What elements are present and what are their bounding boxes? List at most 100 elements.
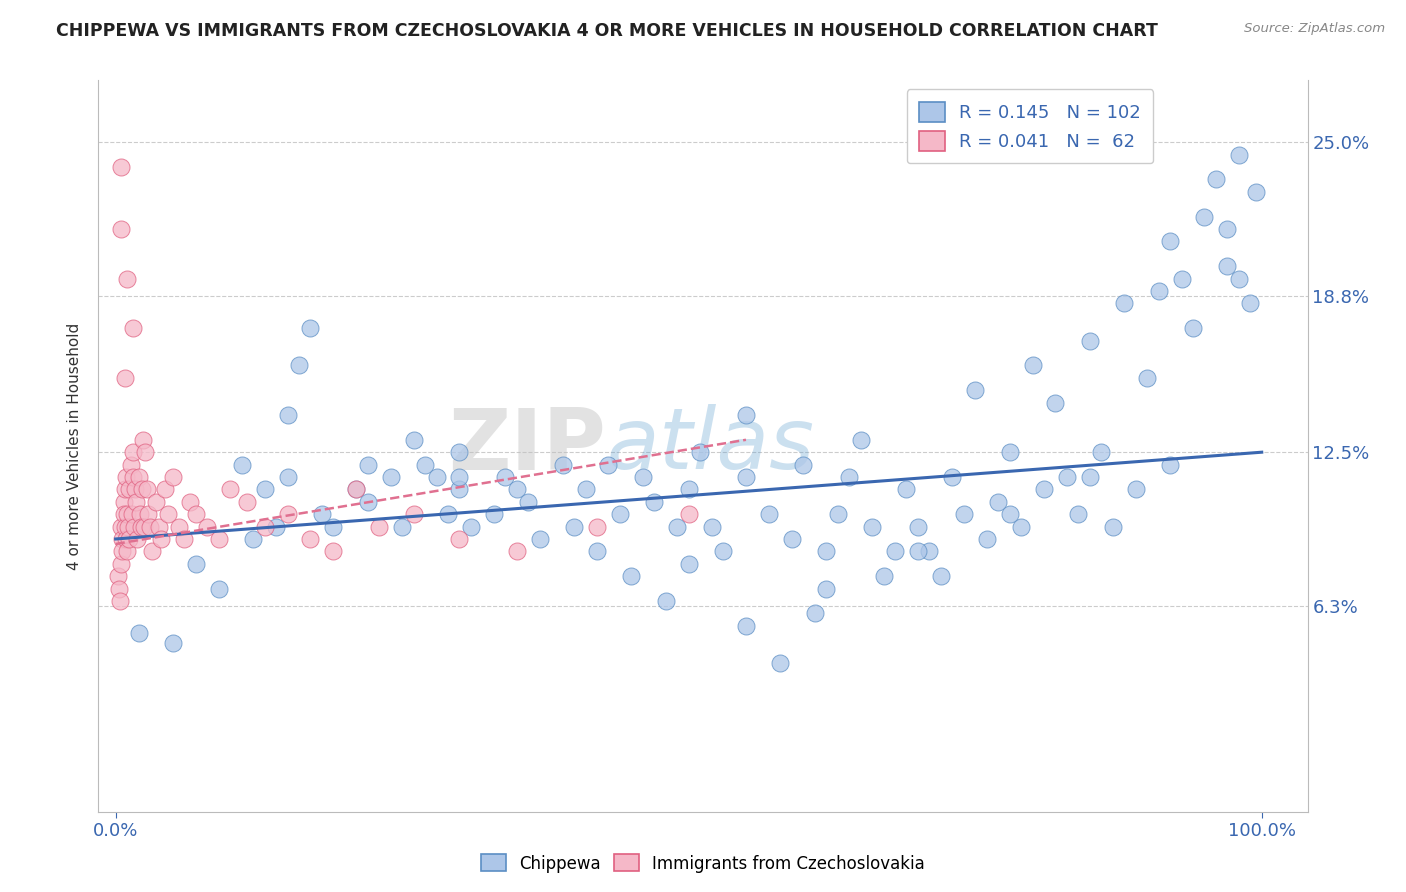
Point xyxy=(121,470,143,484)
Point xyxy=(449,470,471,484)
Point xyxy=(827,507,849,521)
Point xyxy=(111,544,134,558)
Point xyxy=(1125,483,1147,497)
Point xyxy=(609,507,631,521)
Point xyxy=(162,636,184,650)
Point xyxy=(253,519,276,533)
Point xyxy=(1170,271,1192,285)
Point xyxy=(118,483,141,497)
Point xyxy=(482,507,505,521)
Point xyxy=(838,470,860,484)
Point xyxy=(586,544,609,558)
Point xyxy=(139,519,162,533)
Point xyxy=(449,483,471,497)
Point xyxy=(1216,222,1239,236)
Point xyxy=(1033,483,1056,497)
Point xyxy=(529,532,551,546)
Point xyxy=(998,445,1021,459)
Point xyxy=(643,495,665,509)
Point xyxy=(598,458,620,472)
Point xyxy=(1194,210,1216,224)
Point xyxy=(110,519,132,533)
Point xyxy=(1181,321,1204,335)
Point xyxy=(815,544,838,558)
Point xyxy=(965,383,987,397)
Point xyxy=(700,519,723,533)
Point xyxy=(952,507,974,521)
Point xyxy=(735,619,758,633)
Point xyxy=(242,532,264,546)
Point xyxy=(208,582,231,596)
Point xyxy=(311,507,333,521)
Point xyxy=(299,532,322,546)
Point xyxy=(344,483,367,497)
Point xyxy=(562,519,585,533)
Point xyxy=(1067,507,1090,521)
Point xyxy=(118,532,141,546)
Point xyxy=(107,569,129,583)
Point xyxy=(758,507,780,521)
Legend: Chippewa, Immigrants from Czechoslovakia: Chippewa, Immigrants from Czechoslovakia xyxy=(474,847,932,880)
Point xyxy=(402,507,425,521)
Point xyxy=(551,458,574,472)
Point xyxy=(735,470,758,484)
Point xyxy=(1136,371,1159,385)
Point xyxy=(1056,470,1078,484)
Point xyxy=(129,519,152,533)
Point xyxy=(128,470,150,484)
Point xyxy=(860,519,883,533)
Point xyxy=(322,544,344,558)
Point xyxy=(114,519,136,533)
Point xyxy=(506,483,529,497)
Point xyxy=(162,470,184,484)
Point xyxy=(998,507,1021,521)
Text: CHIPPEWA VS IMMIGRANTS FROM CZECHOSLOVAKIA 4 OR MORE VEHICLES IN HOUSEHOLD CORRE: CHIPPEWA VS IMMIGRANTS FROM CZECHOSLOVAK… xyxy=(56,22,1159,40)
Point xyxy=(1239,296,1261,310)
Point xyxy=(1114,296,1136,310)
Point xyxy=(128,626,150,640)
Point xyxy=(357,495,380,509)
Point xyxy=(1078,470,1101,484)
Point xyxy=(153,483,176,497)
Point xyxy=(907,519,929,533)
Point xyxy=(574,483,596,497)
Point xyxy=(132,433,155,447)
Point xyxy=(112,507,135,521)
Point xyxy=(368,519,391,533)
Point xyxy=(735,408,758,422)
Point xyxy=(173,532,195,546)
Point xyxy=(1205,172,1227,186)
Point xyxy=(1244,185,1267,199)
Point xyxy=(402,433,425,447)
Point xyxy=(184,507,207,521)
Point xyxy=(134,519,156,533)
Point xyxy=(1078,334,1101,348)
Point xyxy=(1216,259,1239,273)
Point xyxy=(941,470,963,484)
Point xyxy=(124,483,146,497)
Text: Source: ZipAtlas.com: Source: ZipAtlas.com xyxy=(1244,22,1385,36)
Point xyxy=(231,458,253,472)
Point xyxy=(121,507,143,521)
Y-axis label: 4 or more Vehicles in Household: 4 or more Vehicles in Household xyxy=(67,322,83,570)
Point xyxy=(115,532,138,546)
Point xyxy=(460,519,482,533)
Point xyxy=(803,607,825,621)
Point xyxy=(655,594,678,608)
Point xyxy=(114,371,136,385)
Point xyxy=(1159,458,1181,472)
Point xyxy=(121,445,143,459)
Point xyxy=(896,483,918,497)
Point xyxy=(1045,395,1067,409)
Point xyxy=(872,569,894,583)
Point xyxy=(122,519,145,533)
Point xyxy=(1227,271,1250,285)
Point xyxy=(125,495,148,509)
Point xyxy=(517,495,540,509)
Point xyxy=(157,507,180,521)
Point xyxy=(299,321,322,335)
Point xyxy=(1227,147,1250,161)
Point xyxy=(437,507,460,521)
Point xyxy=(253,483,276,497)
Point xyxy=(141,544,163,558)
